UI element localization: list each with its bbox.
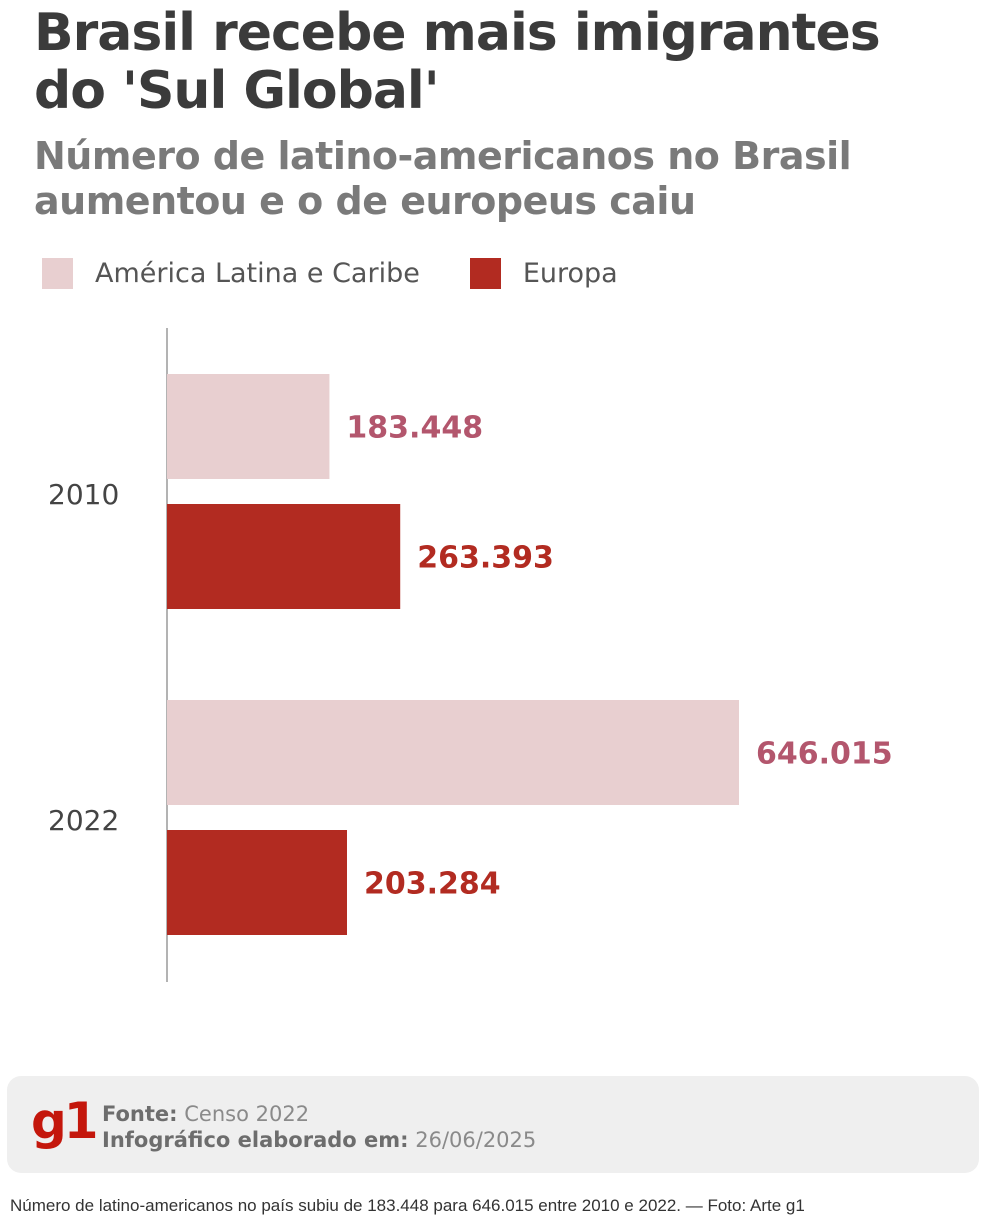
chart-title: Brasil recebe mais imigrantes do 'Sul Gl… xyxy=(34,3,881,121)
chart-subtitle: Número de latino-americanos no Brasil au… xyxy=(34,134,852,223)
date-value: 26/06/2025 xyxy=(415,1128,537,1152)
photo-caption: Número de latino-americanos no país subi… xyxy=(10,1196,805,1215)
category-label-2010: 2010 xyxy=(48,478,119,511)
bar-chart: 2010 183.448 263.393 2022 646.015 203.284 xyxy=(48,328,893,982)
legend-swatch-latin-america xyxy=(42,258,73,289)
data-label-latin-america-2010: 183.448 xyxy=(346,411,483,446)
legend-label-latin-america: América Latina e Caribe xyxy=(95,258,420,289)
bar-europe-2010 xyxy=(167,504,401,609)
date-label: Infográfico elaborado em: xyxy=(102,1128,409,1152)
g1-logo: g1 xyxy=(31,1092,99,1150)
legend: América Latina e Caribe Europa xyxy=(42,258,668,289)
data-label-latin-america-2022: 646.015 xyxy=(756,737,893,772)
legend-item-europe: Europa xyxy=(469,258,618,289)
source-label: Fonte: xyxy=(102,1102,178,1126)
bar-latin-america-2022 xyxy=(167,700,739,805)
bar-latin-america-2010 xyxy=(167,374,330,479)
date-line: Infográfico elaborado em: 26/06/2025 xyxy=(102,1128,536,1152)
footer-box: g1 Fonte: Censo 2022 Infográfico elabora… xyxy=(7,1076,979,1173)
bar-europe-2022 xyxy=(167,830,347,935)
legend-label-europe: Europa xyxy=(522,258,618,289)
category-label-2022: 2022 xyxy=(48,804,119,837)
legend-swatch-europe xyxy=(469,258,501,289)
source-line: Fonte: Censo 2022 xyxy=(102,1102,309,1126)
data-label-europe-2022: 203.284 xyxy=(364,867,501,902)
legend-item-latin-america: América Latina e Caribe xyxy=(42,258,420,289)
source-value: Censo 2022 xyxy=(184,1102,310,1126)
data-label-europe-2010: 263.393 xyxy=(417,541,554,576)
